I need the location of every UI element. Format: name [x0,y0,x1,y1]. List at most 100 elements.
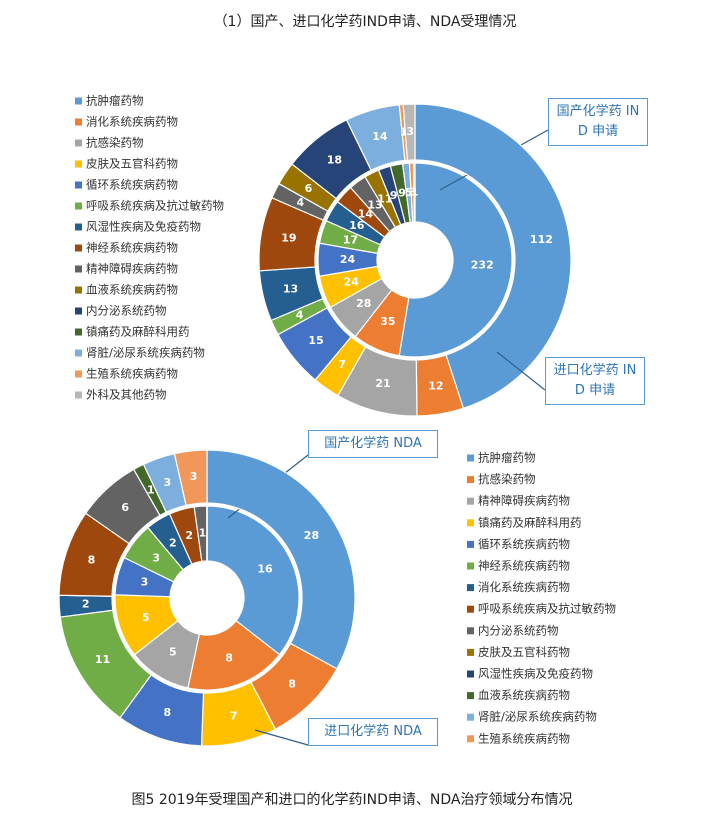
data-label: 2 [185,529,193,542]
data-label: 12 [428,379,443,392]
data-label: 3 [406,125,414,138]
data-label: 112 [530,233,553,246]
legend-label: 皮肤及五官科药物 [478,645,570,659]
data-label: 18 [327,154,342,167]
data-label: 24 [344,275,360,288]
legend-label: 内分泌系统药物 [478,623,559,637]
data-label: 4 [297,196,305,209]
callout-label: 国产化学药 NDA [308,430,438,458]
data-label: 8 [288,678,296,691]
page-title: （1）国产、进口化学药IND申请、NDA受理情况 [214,14,517,30]
legend-label: 血液系统疾病药物 [478,688,570,702]
data-label: 16 [349,219,365,232]
legend-swatch [75,286,82,294]
legend-label: 风湿性疾病及免疫药物 [478,667,593,681]
data-label: 14 [358,207,374,220]
donut-slice [173,449,208,507]
legend-swatch [75,370,82,378]
legend-label: 循环系统疾病药物 [478,537,570,551]
donut-slice [414,103,572,410]
data-label: 13 [283,283,298,296]
data-label: 28 [304,529,319,542]
callout-label: 进口化学药 NDA [308,718,438,746]
donut-slice [413,162,416,223]
donut-slice [398,162,513,358]
legend-label: 生殖系统疾病药物 [478,731,570,745]
legend-swatch [75,202,82,210]
callout-line [254,729,309,746]
legend-swatch [467,713,474,721]
data-label: 1 [411,186,419,199]
legend-label: 消化系统疾病药物 [478,580,570,594]
legend-label: 神经系统疾病药物 [478,559,570,573]
data-label: 35 [380,315,395,328]
data-label: 8 [163,706,171,719]
legend-label: 皮肤及五官科药物 [86,157,178,171]
legend-swatch [75,244,82,252]
legend-label: 外科及其他药物 [86,388,167,402]
legend-swatch [467,562,474,570]
data-label: 7 [230,710,238,723]
data-label: 5 [169,646,177,659]
legend-label: 肾脏/泌尿系统疾病药物 [478,710,597,724]
legend-label: 精神障碍疾病药物 [478,494,570,508]
donut-slice [206,449,356,670]
data-label: 3 [141,575,149,588]
legend-swatch [75,328,82,336]
legend-swatch [467,648,474,656]
data-label: 19 [281,231,296,244]
legend-swatch [75,118,82,126]
callout-label: 国产化学药 IND 申请 [548,98,648,146]
data-label: 1 [147,483,155,496]
data-label: 21 [375,377,390,390]
legend-swatch [467,540,474,548]
data-label: 1 [400,125,408,138]
data-label: 3 [409,186,417,199]
legend-swatch [75,160,82,168]
data-label: 232 [471,259,494,272]
legend-swatch [467,692,474,700]
data-label: 6 [305,182,313,195]
legend-swatch [75,349,82,357]
data-label: 3 [163,476,171,489]
legend-swatch [75,181,82,189]
data-label: 24 [340,253,356,266]
legend-label: 抗肿瘤药物 [86,94,144,108]
legend-label: 血液系统疾病药物 [86,283,178,297]
legend-label: 呼吸系统疾病及抗过敏药物 [86,199,224,213]
legend-label: 抗感染药物 [86,136,144,150]
legend-label: 精神障碍疾病药物 [86,262,178,276]
data-label: 17 [343,233,358,246]
legend-swatch [75,97,82,105]
legend-label: 生殖系统疾病药物 [86,367,178,381]
legend-label: 神经系统疾病药物 [86,241,178,255]
legend-swatch [467,605,474,613]
legend-swatch [75,307,82,315]
legend-swatch [467,497,474,505]
data-label: 16 [257,563,273,576]
figure-caption: 图5 2019年受理国产和进口的化学药IND申请、NDA治疗领域分布情况 [132,792,573,808]
legend-label: 消化系统疾病药物 [86,115,178,129]
legend-swatch [467,584,474,592]
data-label: 3 [152,551,160,564]
data-label: 8 [225,652,233,665]
data-label: 2 [169,536,177,549]
data-label: 8 [88,553,96,566]
legend-swatch [467,476,474,484]
legend-swatch [467,735,474,743]
legend-label: 镇痛药及麻醉科用药 [86,325,190,339]
legend-label: 内分泌系统药物 [86,304,167,318]
data-label: 3 [190,470,198,483]
legend-swatch [75,391,82,399]
data-label: 5 [405,186,413,199]
data-label: 5 [142,611,150,624]
callout-label: 进口化学药 IND 申请 [545,357,645,405]
data-label: 15 [308,334,323,347]
data-label: 13 [367,199,382,212]
legend-swatch [467,454,474,462]
donut-slice [206,505,300,656]
